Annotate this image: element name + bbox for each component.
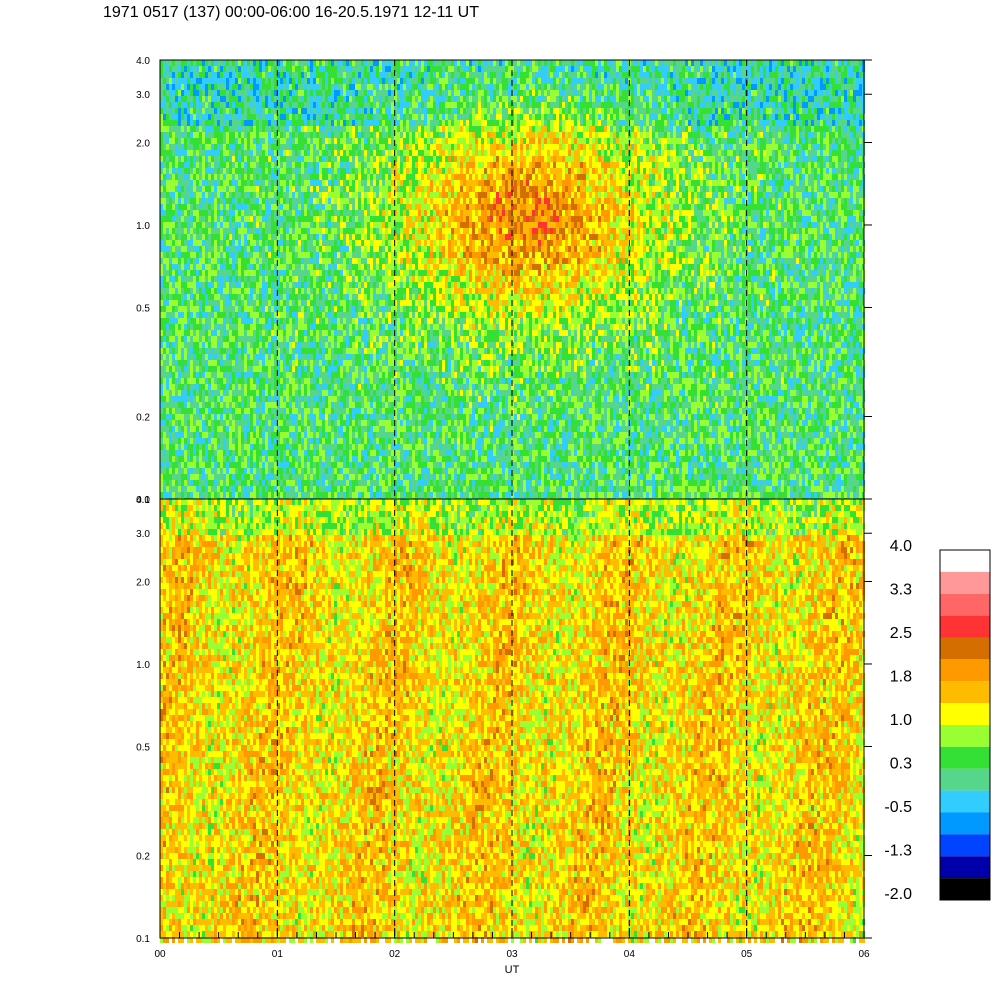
colorbar-label: 2.5 [890,625,912,642]
colorbar-segment [940,659,990,682]
colorbar-segment [940,725,990,747]
x-axis-label: UT [505,964,520,976]
y-tick-label: 1.0 [136,660,150,671]
y-tick-label: 2.0 [136,577,150,588]
colorbar-segment [940,571,990,594]
y-tick-label: 0.5 [136,742,150,753]
colorbar-segment [940,834,990,857]
colorbar-label: 1.0 [890,712,912,729]
y-axis-ticks: 0.10.20.51.02.03.04.00.10.20.51.02.03.04… [136,56,872,945]
colorbar-segment [940,812,990,835]
colorbar-label: 3.3 [890,582,912,599]
colorbar-label: 4.0 [890,538,912,555]
colorbar-segment [940,615,990,638]
colorbar-segment [940,593,990,616]
y-tick-label: 2.0 [136,138,150,149]
colorbar-segment [940,878,990,900]
y-tick-label: 1.0 [136,221,150,232]
colorbar-segment [940,637,990,660]
colorbar-segment [940,681,990,704]
y-tick-label: 3.0 [136,90,150,101]
colorbar-label: 1.8 [890,669,912,686]
hour-divider-lines [276,60,748,938]
y-tick-label: 0.5 [136,303,150,314]
x-tick-label: 05 [741,949,753,960]
y-tick-label: 3.0 [136,529,150,540]
x-tick-label: 00 [154,949,166,960]
colorbar-label: -0.5 [884,799,912,816]
chart-title: 1971 0517 (137) 00:00-06:00 16-20.5.1971… [103,4,479,22]
x-tick-label: 02 [389,949,401,960]
y-tick-label: 0.1 [136,495,150,506]
y-tick-label: 0.2 [136,413,150,424]
colorbar-segment [940,746,990,769]
x-tick-label: 03 [506,949,518,960]
y-tick-label: 0.1 [136,934,150,945]
colorbar-segment [940,790,990,813]
colorbar-segment [940,703,990,725]
y-tick-label: 4.0 [136,56,150,67]
y-tick-label: 4.0 [136,495,150,506]
colorbar-segment [940,856,990,879]
colorbar-border [939,549,991,901]
y-tick-label: 0.2 [136,852,150,863]
x-tick-label: 01 [272,949,284,960]
colorbar-label: -2.0 [884,886,912,903]
x-tick-label: 04 [624,949,636,960]
colorbar-segment [940,768,990,791]
colorbar-segment [940,550,990,572]
colorbar: 4.0 3.3 2.5 1.8 1.0 0.3 -0.5 -1.3 -2.0 [884,538,991,903]
x-axis-ticks: 00 01 02 03 04 05 06 [154,928,870,960]
colorbar-label: 0.3 [890,756,912,773]
x-tick-label: 06 [858,949,870,960]
colorbar-label: -1.3 [884,843,912,860]
